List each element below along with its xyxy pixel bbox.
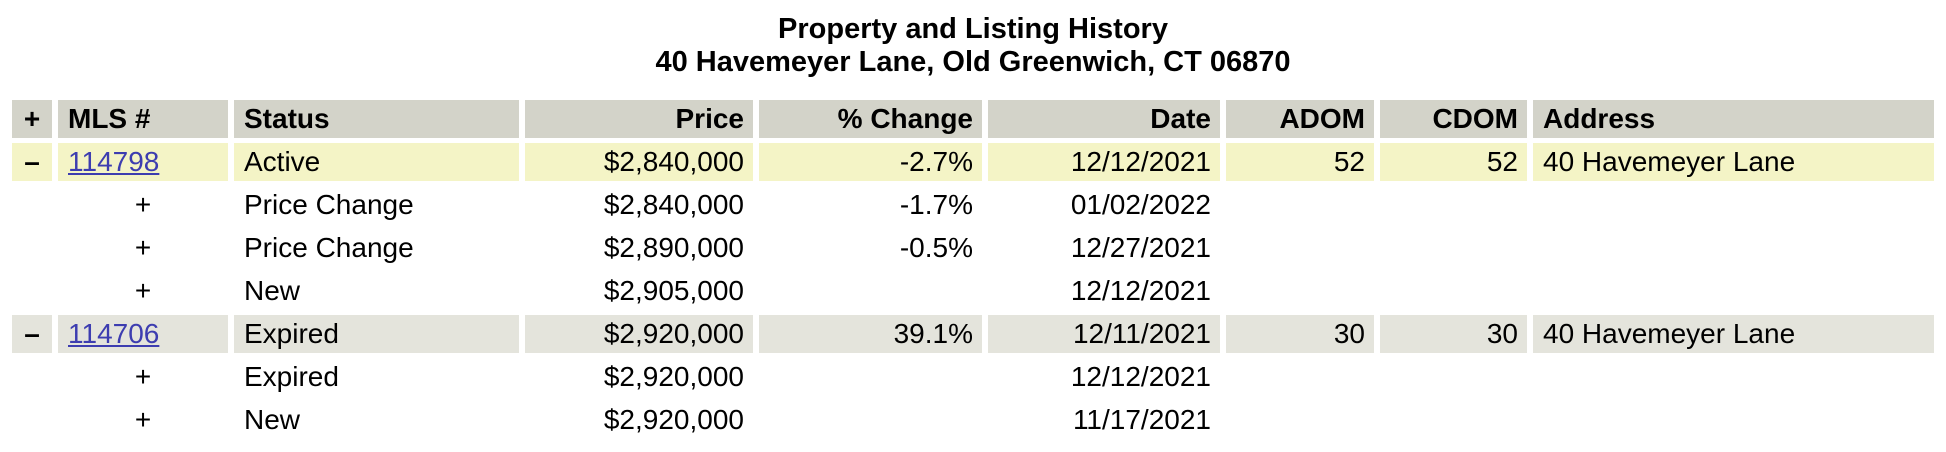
address-cell: 40 Havemeyer Lane [1533, 315, 1934, 353]
header-date: Date [988, 100, 1220, 138]
status-cell: Price Change [234, 186, 519, 224]
pct-change-cell: -0.5% [759, 229, 982, 267]
expand-all-toggle[interactable]: + [12, 100, 52, 138]
toggle-spacer [12, 229, 52, 267]
cdom-cell: 52 [1380, 143, 1527, 181]
date-cell: 11/17/2021 [988, 401, 1220, 439]
pct-change-cell: 39.1% [759, 315, 982, 353]
table-subrow: + Price Change $2,840,000 -1.7% 01/02/20… [12, 186, 1934, 224]
mls-cell: 114798 [58, 143, 228, 181]
adom-cell: 30 [1226, 315, 1374, 353]
expand-toggle[interactable]: + [58, 272, 228, 310]
expand-toggle[interactable]: + [58, 401, 228, 439]
toggle-spacer [12, 186, 52, 224]
price-cell: $2,920,000 [525, 358, 753, 396]
address-cell [1533, 186, 1934, 224]
pct-change-cell: -1.7% [759, 186, 982, 224]
expand-toggle[interactable]: + [58, 229, 228, 267]
page-subtitle: 40 Havemeyer Lane, Old Greenwich, CT 068… [655, 46, 1291, 78]
header-address: Address [1533, 100, 1934, 138]
mls-link[interactable]: 114798 [68, 146, 160, 177]
date-cell: 12/11/2021 [988, 315, 1220, 353]
page-title: Property and Listing History [778, 13, 1168, 45]
status-cell: New [234, 272, 519, 310]
header-adom: ADOM [1226, 100, 1374, 138]
expand-toggle[interactable]: + [58, 186, 228, 224]
collapse-toggle[interactable]: – [12, 315, 52, 353]
adom-cell [1226, 186, 1374, 224]
report-header: Property and Listing History 40 Havemeye… [0, 13, 1946, 79]
table-subrow: + New $2,905,000 12/12/2021 [12, 272, 1934, 310]
pct-change-cell [759, 272, 982, 310]
header-mls: MLS # [58, 100, 228, 138]
address-cell [1533, 401, 1934, 439]
cdom-cell [1380, 401, 1527, 439]
toggle-spacer [12, 401, 52, 439]
price-cell: $2,920,000 [525, 401, 753, 439]
collapse-toggle[interactable]: – [12, 143, 52, 181]
adom-cell [1226, 229, 1374, 267]
date-cell: 12/12/2021 [988, 358, 1220, 396]
table-header-row: + MLS # Status Price % Change Date ADOM … [12, 100, 1934, 138]
date-cell: 01/02/2022 [988, 186, 1220, 224]
pct-change-cell: -2.7% [759, 143, 982, 181]
toggle-spacer [12, 272, 52, 310]
status-cell: Expired [234, 315, 519, 353]
address-cell [1533, 272, 1934, 310]
date-cell: 12/12/2021 [988, 143, 1220, 181]
price-cell: $2,840,000 [525, 143, 753, 181]
cdom-cell [1380, 272, 1527, 310]
header-price: Price [525, 100, 753, 138]
cdom-cell [1380, 186, 1527, 224]
price-cell: $2,890,000 [525, 229, 753, 267]
table-row: – 114706 Expired $2,920,000 39.1% 12/11/… [12, 315, 1934, 353]
price-cell: $2,840,000 [525, 186, 753, 224]
header-cdom: CDOM [1380, 100, 1527, 138]
listing-history-table: + MLS # Status Price % Change Date ADOM … [6, 95, 1940, 444]
status-cell: Active [234, 143, 519, 181]
header-status: Status [234, 100, 519, 138]
cdom-cell: 30 [1380, 315, 1527, 353]
status-cell: Price Change [234, 229, 519, 267]
status-cell: New [234, 401, 519, 439]
cdom-cell [1380, 229, 1527, 267]
date-cell: 12/27/2021 [988, 229, 1220, 267]
header-pct-change: % Change [759, 100, 982, 138]
adom-cell [1226, 272, 1374, 310]
toggle-spacer [12, 358, 52, 396]
table-subrow: + New $2,920,000 11/17/2021 [12, 401, 1934, 439]
mls-cell: 114706 [58, 315, 228, 353]
pct-change-cell [759, 358, 982, 396]
table-subrow: + Expired $2,920,000 12/12/2021 [12, 358, 1934, 396]
address-cell: 40 Havemeyer Lane [1533, 143, 1934, 181]
expand-toggle[interactable]: + [58, 358, 228, 396]
adom-cell: 52 [1226, 143, 1374, 181]
date-cell: 12/12/2021 [988, 272, 1220, 310]
address-cell [1533, 229, 1934, 267]
cdom-cell [1380, 358, 1527, 396]
table-row: – 114798 Active $2,840,000 -2.7% 12/12/2… [12, 143, 1934, 181]
table-subrow: + Price Change $2,890,000 -0.5% 12/27/20… [12, 229, 1934, 267]
adom-cell [1226, 358, 1374, 396]
address-cell [1533, 358, 1934, 396]
pct-change-cell [759, 401, 982, 439]
status-cell: Expired [234, 358, 519, 396]
price-cell: $2,920,000 [525, 315, 753, 353]
adom-cell [1226, 401, 1374, 439]
price-cell: $2,905,000 [525, 272, 753, 310]
mls-link[interactable]: 114706 [68, 318, 160, 349]
